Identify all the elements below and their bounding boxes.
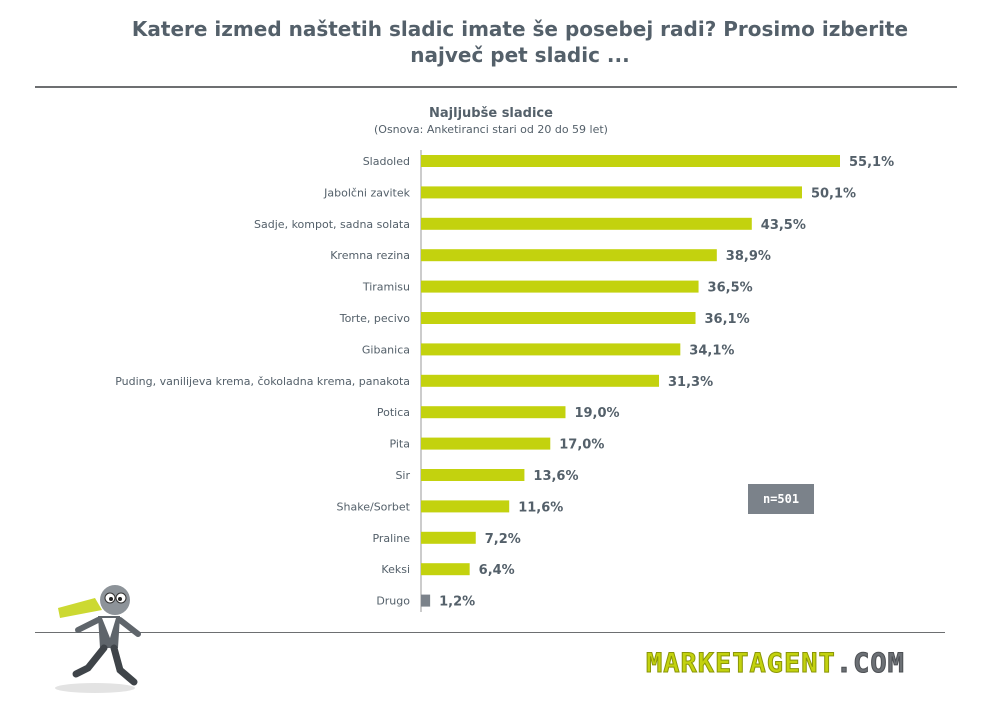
value-label: 50,1% <box>811 186 856 201</box>
value-label: 7,2% <box>485 532 521 547</box>
value-label: 55,1% <box>849 155 894 170</box>
page-title: Katere izmed naštetih sladic imate še po… <box>60 16 980 68</box>
value-label: 34,1% <box>689 343 734 358</box>
category-label: Sir <box>395 469 410 482</box>
bar <box>421 249 717 262</box>
bar <box>421 437 551 450</box>
value-label: 1,2% <box>439 595 475 610</box>
footer-divider <box>35 632 945 633</box>
category-label: Shake/Sorbet <box>337 500 411 513</box>
category-label: Puding, vanilijeva krema, čokoladna krem… <box>115 375 410 388</box>
category-label: Jabolčni zavitek <box>323 186 410 199</box>
bar <box>421 343 681 356</box>
category-label: Keksi <box>381 563 410 576</box>
category-label: Sadje, kompot, sadna solata <box>254 218 410 231</box>
category-label: Potica <box>377 406 410 419</box>
bar <box>421 280 699 293</box>
category-label: Tiramisu <box>362 281 410 294</box>
bar <box>421 312 696 324</box>
category-label: Pita <box>389 438 410 451</box>
value-label: 6,4% <box>479 563 515 578</box>
value-label: 31,3% <box>668 375 713 390</box>
bar <box>421 186 802 199</box>
category-label: Torte, pecivo <box>339 312 411 325</box>
value-label: 19,0% <box>574 406 619 421</box>
value-label: 17,0% <box>559 438 604 453</box>
bars-group: Sladoled 55,1% Jabolčni zavitek 50,1% Sadje,… <box>115 155 894 610</box>
running-mascot-icon <box>55 585 141 693</box>
category-label: Sladoled <box>363 155 410 168</box>
bar <box>421 563 470 576</box>
chart-title: Najljubše sladice <box>429 106 553 121</box>
brand-logo: MARKETAGENT.COM <box>646 648 905 680</box>
bar <box>421 406 566 419</box>
category-label: Praline <box>372 532 410 545</box>
value-label: 43,5% <box>761 218 806 233</box>
value-label: 13,6% <box>533 469 578 484</box>
category-label: Drugo <box>376 595 410 608</box>
bar <box>421 594 431 607</box>
brand-suffix: .COM <box>835 648 905 680</box>
bar <box>421 531 476 544</box>
bar <box>421 374 660 387</box>
bar <box>421 155 840 167</box>
bar <box>421 217 752 230</box>
value-label: 36,1% <box>705 312 750 327</box>
header-divider <box>35 86 957 88</box>
value-label: 36,5% <box>708 281 753 296</box>
category-label: Kremna rezina <box>330 249 410 262</box>
bar <box>421 500 510 513</box>
value-label: 38,9% <box>726 249 771 264</box>
value-label: 11,6% <box>518 500 563 515</box>
bar <box>421 469 525 481</box>
brand-name: MARKETAGENT <box>646 648 836 680</box>
title-line-1: Katere izmed naštetih sladic imate še po… <box>131 17 909 41</box>
sample-size-badge: n=501 <box>748 484 814 514</box>
category-label: Gibanica <box>362 343 410 356</box>
chart-subtitle: (Osnova: Anketiranci stari od 20 do 59 l… <box>374 123 608 136</box>
title-line-2: največ pet sladic ... <box>410 43 630 67</box>
